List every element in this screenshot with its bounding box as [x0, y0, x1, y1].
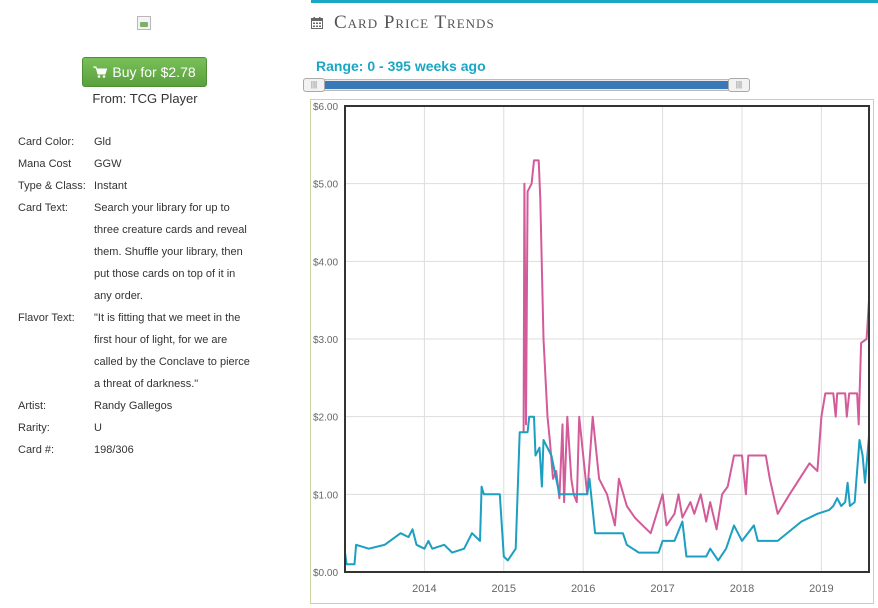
series-line-2	[344, 415, 870, 566]
detail-value-line: put those cards on top of it in	[94, 268, 236, 280]
detail-value-line: any order.	[94, 290, 143, 302]
detail-value-line: Gld	[94, 136, 112, 148]
x-tick-label: 2017	[650, 583, 674, 595]
buy-button-label: Buy for $2.78	[112, 64, 196, 80]
x-tick-label: 2018	[730, 583, 754, 595]
price-chart-svg: $0.00 $1.00 $2.00 $3.00 $4.00 $5.00 $6.00 2014 2…	[313, 102, 870, 595]
x-tick-label: 2014	[412, 583, 436, 595]
detail-value-line: U	[94, 422, 102, 434]
detail-value: Randy Gallegos	[94, 395, 266, 417]
range-slider[interactable]: ||| |||	[303, 78, 750, 92]
detail-value: Search your library for up to three creat…	[94, 197, 266, 307]
card-image-icon	[137, 16, 151, 30]
plot-border	[344, 105, 870, 573]
x-tick-label: 2019	[809, 583, 833, 595]
buy-button[interactable]: Buy for $2.78	[82, 57, 207, 87]
y-tick-label: $3.00	[313, 335, 338, 346]
detail-value-line: GGW	[94, 158, 122, 170]
detail-key: Card #:	[18, 444, 55, 456]
y-tick-label: $0.00	[313, 568, 338, 579]
range-slider-fill	[317, 81, 736, 89]
detail-value-line: a threat of darkness."	[94, 378, 199, 390]
section-header: Card Price Trends	[311, 0, 878, 40]
series-line-1	[522, 159, 870, 535]
detail-value-line: first hour of light, for we are	[94, 334, 228, 346]
x-tick-label: 2015	[492, 583, 516, 595]
range-slider-handle-start[interactable]: |||	[303, 78, 325, 92]
detail-row: Type & Class: Instant	[18, 175, 266, 197]
detail-key: Rarity:	[18, 422, 50, 434]
y-tick-label: $2.00	[313, 413, 338, 424]
shopping-cart-icon	[93, 66, 108, 78]
range-label: Range: 0 - 395 weeks ago	[316, 58, 486, 74]
x-tick-label: 2016	[571, 583, 595, 595]
detail-key: Card Color:	[18, 136, 75, 148]
detail-row: Artist: Randy Gallegos	[18, 395, 266, 417]
detail-row: Flavor Text: "It is fitting that we meet …	[18, 307, 266, 395]
detail-value: U	[94, 417, 266, 439]
detail-value: GGW	[94, 153, 266, 175]
card-info-panel: Buy for $2.78 From: TCG Player Card Colo…	[0, 0, 290, 604]
detail-row: Rarity: U	[18, 417, 266, 439]
detail-value-line: them. Shuffle your library, then	[94, 246, 243, 258]
y-tick-label: $4.00	[313, 257, 338, 268]
page-title: Card Price Trends	[334, 12, 495, 33]
detail-row: Card #: 198/306	[18, 439, 266, 461]
detail-value: Gld	[94, 131, 266, 153]
detail-value-line: three creature cards and reveal	[94, 224, 247, 236]
y-tick-label: $5.00	[313, 180, 338, 191]
detail-value: "It is fitting that we meet in the first …	[94, 307, 266, 395]
detail-row: Card Color: Gld	[18, 131, 266, 153]
detail-value: 198/306	[94, 439, 266, 461]
detail-key: Card Text:	[18, 202, 68, 214]
detail-row: Card Text: Search your library for up to t…	[18, 197, 266, 307]
detail-value-line: 198/306	[94, 444, 134, 456]
card-details-table: Card Color: Gld Mana Cost GGW Type & Class: I…	[18, 131, 266, 461]
detail-value-line: Search your library for up to	[94, 202, 230, 214]
detail-value-line: called by the Conclave to pierce	[94, 356, 250, 368]
price-chart: $0.00 $1.00 $2.00 $3.00 $4.00 $5.00 $6.00 2014 2…	[310, 99, 874, 604]
y-tick-label: $6.00	[313, 102, 338, 113]
detail-key: Mana Cost	[18, 158, 72, 170]
detail-value-line: "It is fitting that we meet in the	[94, 312, 241, 324]
calendar-icon	[311, 17, 323, 29]
detail-key: Type & Class:	[18, 180, 86, 192]
y-tick-label: $1.00	[313, 490, 338, 501]
detail-value: Instant	[94, 175, 266, 197]
detail-key: Flavor Text:	[18, 312, 75, 324]
price-source-label: From: TCG Player	[92, 91, 198, 106]
range-slider-handle-end[interactable]: |||	[728, 78, 750, 92]
detail-value-line: Instant	[94, 180, 128, 192]
detail-key: Artist:	[18, 400, 47, 412]
detail-value-line: Randy Gallegos	[94, 400, 173, 412]
detail-row: Mana Cost GGW	[18, 153, 266, 175]
